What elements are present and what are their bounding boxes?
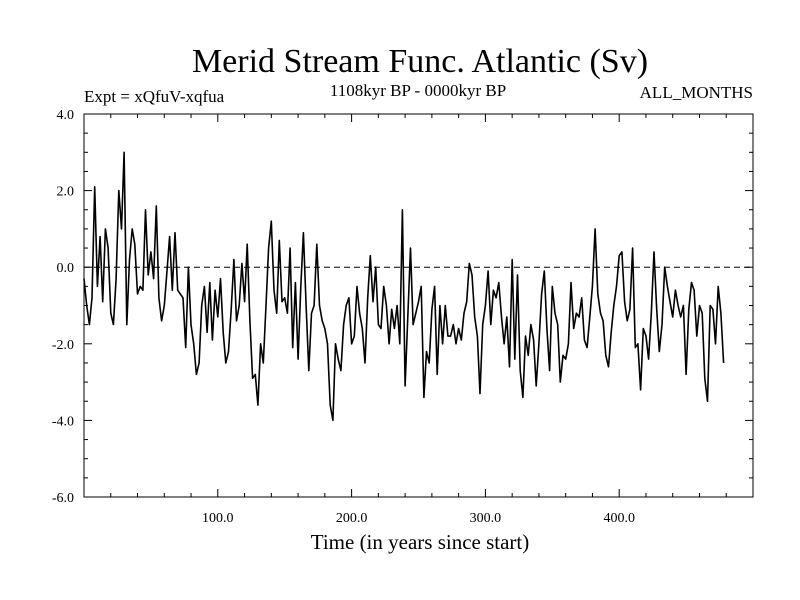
x-tick-label: 400.0 [603,511,635,526]
y-tick-labels: -6.0 -4.0 -2.0 0.0 2.0 4.0 [52,108,74,506]
axis-ticks [83,113,754,498]
period-label: 1108kyr BP - 0000kyr BP [330,81,506,100]
y-tick-label: 0.0 [57,261,75,276]
plot-frame [83,113,754,498]
y-tick-label: -6.0 [52,491,74,506]
y-tick-label: 4.0 [57,108,75,123]
series-line [83,151,725,422]
x-tick-label: 100.0 [202,511,234,526]
series-group [83,151,725,422]
experiment-label: Expt = xQfuV-xqfua [84,87,225,106]
chart-title: Merid Stream Func. Atlantic (Sv) [192,43,648,80]
months-label: ALL_MONTHS [640,83,753,102]
y-tick-label: 2.0 [57,185,75,200]
y-tick-label: -2.0 [52,338,74,353]
x-tick-label: 300.0 [470,511,502,526]
y-tick-label: -4.0 [52,414,74,429]
x-tick-labels: 100.0 200.0 300.0 400.0 [202,511,635,526]
x-axis-label: Time (in years since start) [311,530,530,554]
x-tick-label: 200.0 [336,511,368,526]
